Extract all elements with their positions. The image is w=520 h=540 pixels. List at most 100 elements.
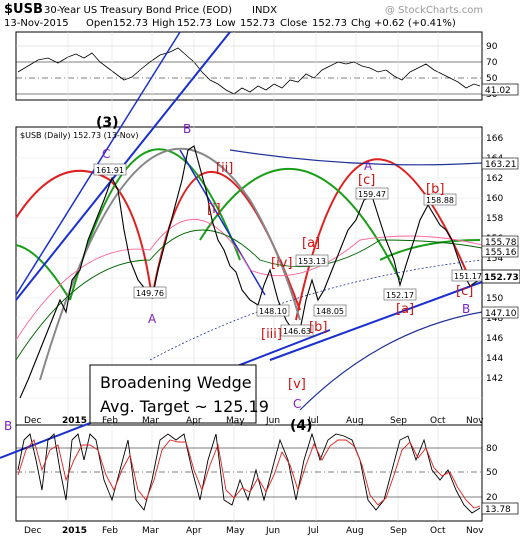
x-label-jun-b: Jun: [265, 526, 280, 536]
wave-label-a-2: A: [364, 159, 373, 173]
svg-text:150: 150: [486, 294, 503, 304]
label-152-17: 152.17: [386, 291, 414, 300]
label-151-17: 151.17: [454, 272, 482, 281]
x-label-jul: Jul: [307, 416, 319, 426]
label-153-13: 153.13: [298, 257, 326, 266]
price-side-labels: 163.21 155.78 155.16 152.73 147.10: [481, 157, 520, 319]
x-label-may-b: May: [226, 526, 245, 536]
rsi-grid: [16, 45, 482, 95]
x-label-feb-b: Feb: [102, 526, 118, 536]
wave-label-ii: [ii]: [216, 161, 233, 176]
open-value: 152.73: [113, 18, 148, 29]
wave-label-c-red-1: [c]: [358, 173, 375, 188]
open-label: Open: [86, 18, 113, 29]
stoch-last-value: 13.78: [485, 505, 511, 515]
header-title: 30-Year US Treasury Bond Price (EOD): [44, 5, 232, 16]
svg-text:158: 158: [486, 214, 503, 224]
high-value: 152.73: [177, 18, 212, 29]
stoch-panel-frame: [15, 424, 483, 522]
svg-text:70: 70: [486, 58, 498, 68]
high-label: High: [152, 18, 175, 29]
svg-text:154: 154: [486, 254, 503, 264]
side-label-155-78: 155.78: [485, 238, 517, 248]
svg-text:144: 144: [486, 354, 503, 364]
svg-text:50: 50: [486, 468, 498, 478]
svg-text:162: 162: [486, 174, 503, 184]
x-label-dec: Dec: [24, 416, 41, 426]
stoch-slow-line: [17, 439, 481, 509]
low-label: Low: [216, 18, 236, 29]
x-label-feb: Feb: [102, 416, 118, 426]
x-label-jul-b: Jul: [307, 526, 319, 536]
x-label-oct: Oct: [430, 416, 446, 426]
svg-text:90: 90: [486, 42, 498, 52]
month-grid: [67, 32, 439, 521]
side-label-152-73: 152.73: [484, 273, 519, 283]
x-label-mar: Mar: [142, 416, 159, 426]
label-146-63: 146.63: [283, 327, 311, 336]
chg-label: Chg: [351, 18, 371, 29]
wave-label-iii: [iii]: [261, 327, 282, 342]
side-label-163-21: 163.21: [485, 160, 517, 170]
svg-text:142: 142: [486, 374, 503, 384]
svg-text:166: 166: [486, 134, 503, 144]
x-label-dec-b: Dec: [24, 526, 41, 536]
x-label-aug: Aug: [346, 416, 364, 426]
side-label-147-10: 147.10: [485, 309, 517, 319]
wave-label-b-2: B: [462, 302, 470, 316]
price-series-line: [19, 145, 483, 399]
x-label-nov-b: Nov: [466, 526, 484, 536]
x-label-jun: Jun: [265, 416, 280, 426]
wave-label-a-red-2: [a]: [396, 302, 414, 317]
rsi-series-line: [17, 47, 481, 95]
wave-label-iv: [iv]: [271, 256, 292, 271]
rsi-panel-frame: [15, 31, 483, 101]
wave-label-i: [i]: [207, 202, 221, 217]
x-label-sep-b: Sep: [390, 526, 407, 536]
label-158-88: 158.88: [426, 196, 454, 205]
x-label-aug-b: Aug: [346, 526, 364, 536]
rsi-last-value: 41.02: [485, 86, 511, 96]
close-label: Close: [280, 18, 307, 29]
wave-label-3: (3): [96, 115, 119, 131]
side-label-155-16: 155.16: [485, 248, 517, 258]
moving-averages: [15, 219, 483, 361]
x-label-nov: Nov: [466, 416, 484, 426]
wave-label-b-1: B: [183, 122, 191, 136]
label-159-47: 159.47: [358, 190, 386, 199]
annotation-box: [89, 364, 257, 424]
label-149-76: 149.76: [136, 289, 164, 298]
close-value: 152.73: [312, 18, 347, 29]
price-legend: $USB (Daily) 152.73 (13-Nov): [20, 131, 139, 140]
label-161-91: 161.91: [96, 166, 124, 175]
x-label-2015: 2015: [62, 416, 87, 426]
svg-text:146: 146: [486, 334, 503, 344]
header-date: 13-Nov-2015: [4, 18, 69, 29]
annotation-line-1: Broadening Wedge: [100, 373, 252, 392]
x-axis-labels: Dec 2015 Feb Mar Apr May Jun Jul Aug Sep…: [24, 416, 484, 426]
svg-text:80: 80: [486, 444, 498, 454]
wave-label-a-red-1: [a]: [302, 236, 320, 251]
x-label-apr-b: Apr: [186, 526, 202, 536]
svg-text:160: 160: [486, 194, 503, 204]
x-label-2015-b: 2015: [62, 526, 87, 536]
wave-label-v: [v]: [288, 377, 306, 392]
x-axis-labels-bottom: Dec 2015 Feb Mar Apr May Jun Jul Aug Sep…: [24, 526, 484, 536]
x-label-may: May: [226, 416, 245, 426]
svg-text:148: 148: [486, 314, 503, 324]
low-value: 152.73: [240, 18, 275, 29]
wave-label-b-left: B: [4, 419, 12, 433]
wave-label-c-1: C: [102, 147, 110, 161]
wave-labels: (3) (4) C B A C A B [ii] [i] [iv] [a] [i…: [96, 115, 473, 434]
cycle-arcs: [15, 147, 481, 381]
stoch-last-box: [481, 502, 519, 515]
price-axis: 166 164 162 160 158 156 154 152 150 148 …: [486, 134, 503, 384]
header-exchange: INDX: [252, 5, 277, 16]
x-label-apr: Apr: [186, 416, 202, 426]
x-label-oct-b: Oct: [430, 526, 446, 536]
wave-label-4: (4): [290, 418, 313, 434]
x-label-mar-b: Mar: [142, 526, 159, 536]
svg-text:20: 20: [486, 493, 498, 503]
label-148-10: 148.10: [259, 307, 287, 316]
